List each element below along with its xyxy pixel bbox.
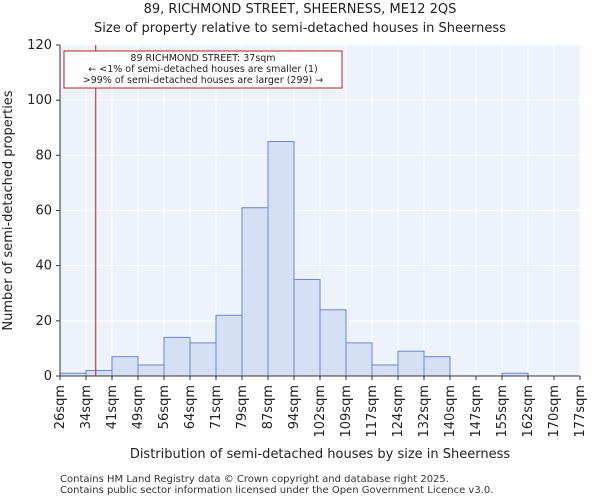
annotation-frame — [63, 50, 343, 89]
y-tick-label: 0 — [44, 369, 52, 384]
chart-title: 89, RICHMOND STREET, SHEERNESS, ME12 2QS — [143, 2, 457, 17]
x-tick-label: 49sqm — [131, 385, 146, 429]
x-tick-label: 71sqm — [209, 385, 224, 429]
x-tick-label: 170sqm — [547, 385, 562, 438]
x-axis: 26sqm 34sqm 41sqm 49sqm 56sqm 64sqm 71sqm 79sqm… — [53, 375, 588, 438]
x-tick-label: 64sqm — [183, 385, 198, 429]
y-axis-label: Number of semi-detached properties — [1, 90, 16, 330]
y-axis: 0 20 40 60 80 100 120 — [27, 38, 61, 384]
footer-line-1: Contains HM Land Registry data © Crown c… — [60, 474, 449, 485]
y-tick-label: 20 — [35, 314, 52, 329]
bar — [293, 278, 321, 377]
x-tick-label: 147sqm — [469, 385, 484, 438]
x-tick-label: 102sqm — [313, 385, 328, 438]
x-tick-label: 162sqm — [521, 385, 536, 438]
bar — [111, 356, 139, 377]
annotation-line: >99% of semi-detached houses are larger … — [83, 75, 324, 86]
y-tick-label: 100 — [27, 93, 52, 108]
y-tick-label: 60 — [35, 204, 52, 219]
bar — [423, 356, 451, 377]
bar — [371, 364, 399, 377]
x-tick-label: 87sqm — [261, 385, 276, 429]
x-tick-label: 140sqm — [443, 385, 458, 438]
bar — [319, 309, 347, 377]
bar — [241, 207, 269, 377]
footer-line-2: Contains public sector information licen… — [60, 485, 494, 496]
x-tick-label: 79sqm — [235, 385, 250, 429]
bar — [345, 342, 373, 377]
y-tick-label: 120 — [27, 38, 52, 53]
y-tick-label: 40 — [35, 259, 52, 274]
x-tick-label: 26sqm — [53, 385, 68, 429]
annotation-line: 89 RICHMOND STREET: 37sqm — [130, 53, 275, 64]
bar — [163, 336, 191, 377]
x-tick-label: 34sqm — [79, 385, 94, 429]
annotation-line: ← <1% of semi-detached houses are smalle… — [88, 64, 317, 75]
x-tick-label: 94sqm — [287, 385, 302, 429]
x-tick-label: 56sqm — [157, 385, 172, 429]
bar — [189, 342, 217, 377]
x-tick-label: 155sqm — [495, 385, 510, 438]
bars — [59, 141, 529, 377]
chart-subtitle: Size of property relative to semi-detach… — [94, 21, 506, 36]
bar — [267, 141, 295, 377]
bar — [397, 350, 425, 377]
x-tick-label: 132sqm — [417, 385, 432, 438]
x-tick-label: 117sqm — [365, 385, 380, 438]
bar — [137, 364, 165, 377]
y-tick-label: 80 — [35, 148, 52, 163]
bar — [85, 369, 113, 377]
x-tick-label: 109sqm — [339, 385, 354, 438]
x-tick-label: 41sqm — [105, 385, 120, 429]
x-tick-label: 177sqm — [573, 385, 588, 438]
annotation-box: 89 RICHMOND STREET: 37sqm← <1% of semi-d… — [63, 50, 343, 89]
x-tick-label: 124sqm — [391, 385, 406, 438]
x-axis-label: Distribution of semi-detached houses by … — [130, 447, 511, 462]
bar — [215, 314, 243, 377]
